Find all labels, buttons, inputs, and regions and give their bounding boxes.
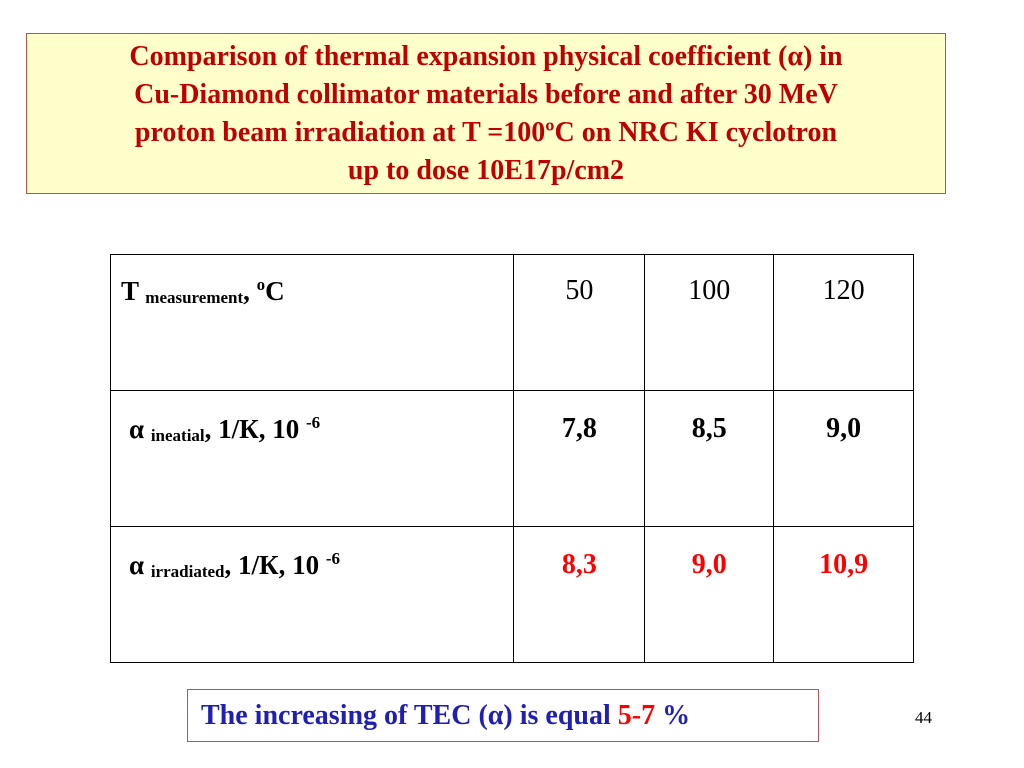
note-text: The increasing of TEC (α) is equal bbox=[201, 699, 618, 731]
note-highlight: 5-7 bbox=[617, 699, 663, 731]
label-tail: , 1/К, 10 bbox=[224, 550, 320, 580]
label-superscript: o bbox=[256, 275, 266, 294]
cell-irradiated-120: 10,9 bbox=[773, 526, 914, 663]
page-number: 44 bbox=[915, 708, 932, 727]
cell-initial-50: 7,8 bbox=[513, 390, 646, 527]
tec-comparison-table: T measurement, oC 50 100 120 α ineatial,… bbox=[109, 254, 914, 663]
title-line-1: Comparison of thermal expansion physical… bbox=[129, 40, 843, 72]
label-superscript: -6 bbox=[306, 413, 321, 432]
note-suffix: % bbox=[662, 699, 691, 731]
title-line-4: up to dose 10E17p/cm2 bbox=[347, 154, 625, 186]
label-subscript: irradiated bbox=[150, 562, 225, 581]
title-line-2: Cu-Diamond collimator materials before a… bbox=[134, 78, 838, 110]
conclusion-note: The increasing of TEC (α) is equal 5-7 % bbox=[187, 689, 819, 742]
cell-irradiated-50: 8,3 bbox=[513, 526, 646, 663]
title-text: Comparison of thermal expansion physical… bbox=[129, 38, 842, 190]
table-row-irradiated: α irradiated, 1/К, 10 -6 8,3 9,0 10,9 bbox=[109, 526, 914, 663]
label-main: T bbox=[121, 276, 139, 306]
slide-title: Comparison of thermal expansion physical… bbox=[26, 33, 946, 194]
cell-temperature-50: 50 bbox=[513, 254, 646, 391]
label-main: α bbox=[129, 550, 145, 580]
label-unit: C bbox=[265, 276, 285, 306]
cell-irradiated-100: 9,0 bbox=[644, 526, 775, 663]
cell-temperature-120: 120 bbox=[773, 254, 914, 391]
row-label-temperature: T measurement, oC bbox=[109, 254, 515, 391]
label-subscript: ineatial bbox=[150, 426, 205, 445]
table-row-temperature: T measurement, oC 50 100 120 bbox=[109, 254, 914, 391]
label-superscript: -6 bbox=[325, 549, 340, 568]
table-row-initial: α ineatial, 1/К, 10 -6 7,8 8,5 9,0 bbox=[109, 390, 914, 527]
cell-initial-120: 9,0 bbox=[773, 390, 914, 527]
label-main: α bbox=[129, 414, 145, 444]
cell-initial-100: 8,5 bbox=[644, 390, 775, 527]
title-line-3: proton beam irradiation at T =100ºC on N… bbox=[134, 116, 838, 148]
cell-temperature-100: 100 bbox=[644, 254, 775, 391]
label-tail: , bbox=[243, 276, 257, 306]
label-tail: , 1/К, 10 bbox=[204, 414, 300, 444]
row-label-irradiated: α irradiated, 1/К, 10 -6 bbox=[109, 526, 515, 663]
label-subscript: measurement bbox=[145, 288, 244, 307]
row-label-initial: α ineatial, 1/К, 10 -6 bbox=[109, 390, 515, 527]
